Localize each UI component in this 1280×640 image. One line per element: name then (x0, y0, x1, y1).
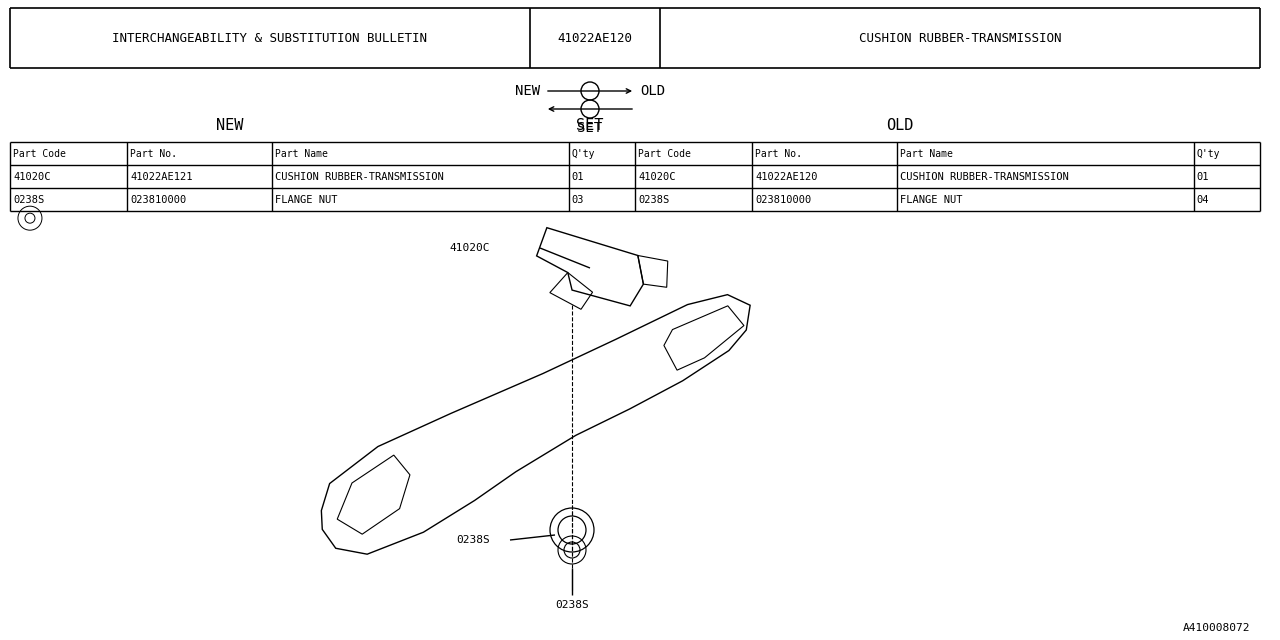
Text: 01: 01 (572, 172, 584, 182)
Text: 41022AE120: 41022AE120 (755, 172, 818, 182)
Text: 0238S: 0238S (637, 195, 669, 205)
Text: A410008072: A410008072 (1183, 623, 1251, 633)
Text: FLANGE NUT: FLANGE NUT (900, 195, 963, 205)
Text: SET: SET (577, 121, 603, 135)
Text: Part Code: Part Code (13, 148, 65, 159)
Text: 023810000: 023810000 (755, 195, 812, 205)
Text: CUSHION RUBBER-TRANSMISSION: CUSHION RUBBER-TRANSMISSION (900, 172, 1069, 182)
Text: 41022AE121: 41022AE121 (131, 172, 193, 182)
Text: OLD: OLD (886, 118, 914, 132)
Text: 41022AE120: 41022AE120 (558, 31, 632, 45)
Text: Part Code: Part Code (637, 148, 691, 159)
Text: 41020C: 41020C (13, 172, 50, 182)
Text: Part Name: Part Name (900, 148, 954, 159)
Text: 03: 03 (572, 195, 584, 205)
Text: Q'ty: Q'ty (1197, 148, 1220, 159)
Text: 41020C: 41020C (449, 243, 490, 253)
Text: 04: 04 (1197, 195, 1210, 205)
Text: CUSHION RUBBER-TRANSMISSION: CUSHION RUBBER-TRANSMISSION (859, 31, 1061, 45)
Text: SET: SET (576, 118, 604, 132)
Text: 01: 01 (1197, 172, 1210, 182)
Text: FLANGE NUT: FLANGE NUT (275, 195, 338, 205)
Text: 0238S: 0238S (456, 535, 490, 545)
Text: INTERCHANGEABILITY & SUBSTITUTION BULLETIN: INTERCHANGEABILITY & SUBSTITUTION BULLET… (113, 31, 428, 45)
Text: NEW: NEW (216, 118, 243, 132)
Text: Part Name: Part Name (275, 148, 328, 159)
Text: 0238S: 0238S (556, 600, 589, 610)
Text: CUSHION RUBBER-TRANSMISSION: CUSHION RUBBER-TRANSMISSION (275, 172, 444, 182)
Text: Part No.: Part No. (131, 148, 177, 159)
Text: 023810000: 023810000 (131, 195, 187, 205)
Text: NEW: NEW (515, 84, 540, 98)
Text: 41020C: 41020C (637, 172, 676, 182)
Text: 0238S: 0238S (13, 195, 45, 205)
Text: Part No.: Part No. (755, 148, 803, 159)
Text: Q'ty: Q'ty (572, 148, 595, 159)
Text: OLD: OLD (640, 84, 666, 98)
